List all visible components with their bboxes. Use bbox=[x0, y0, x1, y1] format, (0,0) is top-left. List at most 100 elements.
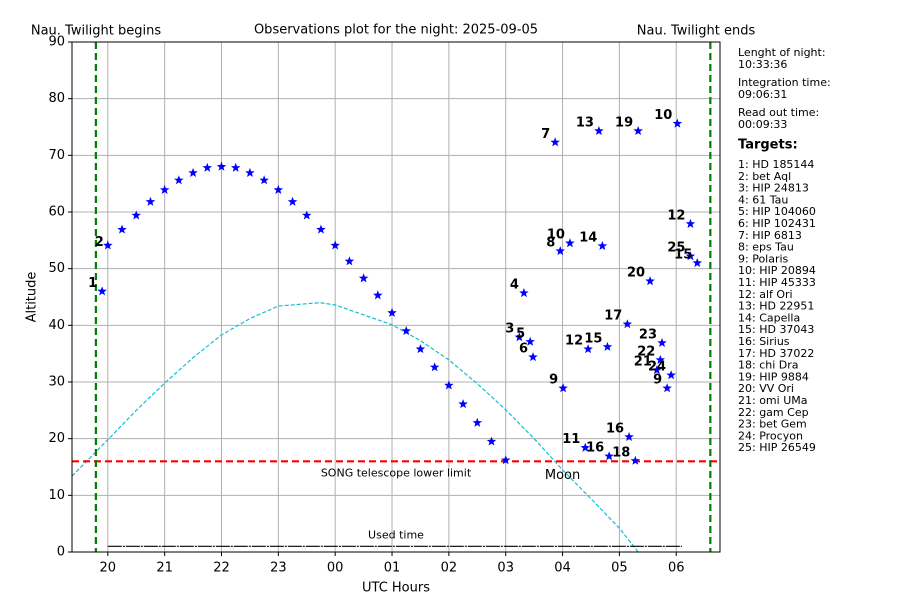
target-point bbox=[525, 336, 535, 346]
used-time-label: Used time bbox=[368, 528, 424, 541]
target-point bbox=[555, 246, 566, 256]
y-tick-label: 20 bbox=[48, 431, 65, 446]
target-entry: 15: HD 37043 bbox=[738, 323, 814, 336]
y-tick-label: 30 bbox=[48, 375, 65, 390]
target-point bbox=[685, 218, 696, 228]
info-label: Lenght of night: bbox=[738, 46, 826, 59]
target-label: 12 bbox=[565, 334, 583, 349]
x-tick-label: 03 bbox=[497, 561, 514, 576]
x-tick-label: 00 bbox=[327, 561, 344, 576]
target-entry: 21: omi UMa bbox=[738, 394, 807, 407]
track-point bbox=[273, 184, 284, 194]
target-point bbox=[604, 451, 614, 461]
target-point bbox=[652, 365, 662, 375]
twilight-label: Nau. Twilight ends bbox=[637, 24, 756, 39]
track-point bbox=[188, 167, 198, 177]
y-tick-label: 90 bbox=[48, 35, 65, 50]
y-tick-label: 40 bbox=[48, 318, 65, 333]
track-point bbox=[401, 326, 411, 336]
target-label: 19 bbox=[615, 115, 633, 130]
target-point bbox=[672, 118, 683, 128]
target-entry: 8: eps Tau bbox=[738, 241, 794, 254]
track-point bbox=[316, 224, 326, 234]
x-tick-label: 05 bbox=[611, 561, 628, 576]
x-tick-label: 23 bbox=[270, 561, 287, 576]
track-point bbox=[330, 240, 340, 250]
target-label: 14 bbox=[579, 231, 597, 246]
target-point bbox=[550, 137, 560, 147]
target-point bbox=[514, 332, 525, 342]
target-entry: 16: Sirius bbox=[738, 335, 790, 348]
target-entry: 12: alf Ori bbox=[738, 288, 793, 301]
target-point bbox=[594, 125, 604, 136]
x-tick-label: 06 bbox=[668, 561, 685, 576]
track-point bbox=[103, 240, 113, 250]
target-entry: 3: HIP 24813 bbox=[738, 182, 809, 195]
target-entry: 6: HIP 102431 bbox=[738, 217, 816, 230]
target-label: 3 bbox=[505, 322, 514, 337]
twilight-label: Nau. Twilight begins bbox=[31, 24, 162, 39]
track-point bbox=[415, 344, 426, 354]
target-entry: 1: HD 185144 bbox=[738, 158, 814, 171]
target-point bbox=[622, 319, 633, 329]
target-entry: 18: chi Dra bbox=[738, 359, 799, 372]
info-value: 09:06:31 bbox=[738, 88, 787, 101]
target-label: 9 bbox=[549, 373, 558, 388]
target-label: 5 bbox=[516, 326, 525, 341]
target-entry: 23: bet Gem bbox=[738, 418, 807, 431]
target-point bbox=[580, 442, 591, 452]
track-point bbox=[202, 162, 213, 172]
moon-label: Moon bbox=[545, 468, 580, 483]
target-label: 10 bbox=[547, 228, 565, 243]
target-entry: 10: HIP 20894 bbox=[738, 264, 816, 277]
target-point bbox=[692, 258, 703, 268]
x-tick-label: 04 bbox=[554, 561, 571, 576]
x-tick-label: 01 bbox=[384, 561, 401, 576]
target-label: 6 bbox=[519, 342, 528, 357]
x-tick-label: 02 bbox=[441, 561, 458, 576]
track-point bbox=[145, 196, 156, 206]
track-point bbox=[230, 162, 241, 172]
target-label: 20 bbox=[627, 266, 645, 281]
target-entry: 19: HIP 9884 bbox=[738, 370, 809, 383]
target-label: 1 bbox=[88, 276, 97, 291]
y-tick-label: 80 bbox=[48, 91, 65, 106]
track-label: 2 bbox=[95, 235, 104, 250]
y-tick-label: 50 bbox=[48, 261, 65, 276]
target-label: 25 bbox=[667, 241, 685, 256]
y-tick-label: 0 bbox=[57, 545, 65, 560]
target-point bbox=[97, 286, 107, 296]
chart-title: Observations plot for the night: 2025-09… bbox=[254, 23, 538, 38]
plot-frame bbox=[71, 41, 721, 553]
info-value: 10:33:36 bbox=[738, 58, 787, 71]
x-tick-label: 22 bbox=[213, 561, 230, 576]
target-entry: 2: bet Aql bbox=[738, 170, 791, 183]
target-point bbox=[519, 288, 529, 298]
track-point bbox=[429, 362, 440, 372]
track-point bbox=[245, 167, 255, 177]
target-label: 16 bbox=[586, 441, 604, 456]
target-label: 9 bbox=[653, 373, 662, 388]
target-label: 4 bbox=[510, 278, 519, 293]
target-entry: 22: gam Cep bbox=[738, 406, 809, 419]
target-label: 8 bbox=[546, 236, 555, 251]
target-point bbox=[602, 341, 613, 351]
x-tick-label: 21 bbox=[156, 561, 173, 576]
y-axis-label: Altitude bbox=[25, 272, 40, 323]
target-entry: 4: 61 Tau bbox=[738, 193, 788, 206]
target-entry: 5: HIP 104060 bbox=[738, 205, 816, 218]
target-label: 23 bbox=[639, 327, 657, 342]
target-label: 11 bbox=[562, 432, 580, 447]
target-point bbox=[624, 431, 634, 442]
lower-limit-label: SONG telescope lower limit bbox=[321, 466, 472, 479]
track-point bbox=[259, 175, 269, 185]
target-entry: 25: HIP 26549 bbox=[738, 441, 816, 454]
info-label: Read out time: bbox=[738, 106, 819, 119]
track-point bbox=[302, 210, 312, 220]
target-point bbox=[655, 354, 666, 364]
target-point bbox=[645, 276, 655, 286]
track-point bbox=[287, 196, 298, 206]
track-point bbox=[159, 184, 170, 194]
target-point bbox=[597, 241, 608, 251]
